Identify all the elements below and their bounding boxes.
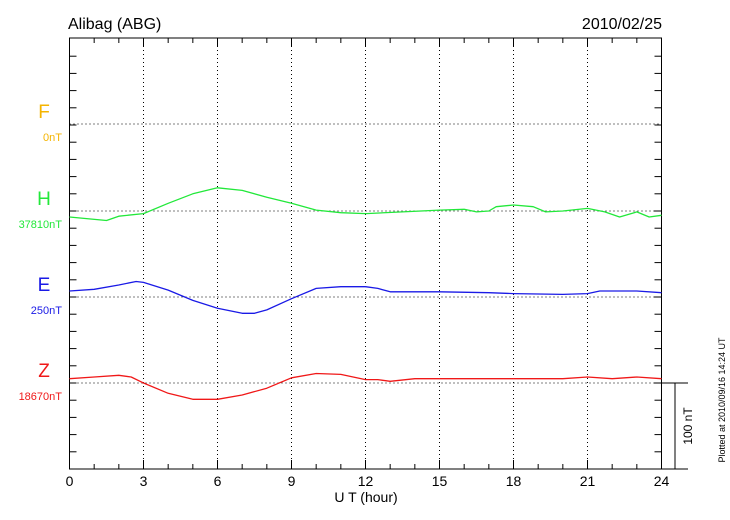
trace-z bbox=[69, 372, 662, 400]
traces bbox=[69, 187, 662, 400]
series-name-h: H bbox=[37, 189, 51, 210]
station-title: Alibag (ABG) bbox=[68, 16, 161, 33]
series-labels: F 0nT H 37810nT E 250nT Z 18670nT bbox=[19, 102, 63, 403]
x-axis-label: U T (hour) bbox=[334, 489, 397, 505]
plotted-timestamp: Plotted at 2010/09/16 14:24 UT bbox=[717, 337, 727, 463]
grid bbox=[69, 38, 662, 469]
series-name-z: Z bbox=[38, 361, 50, 382]
scale-bar-label: 100 nT bbox=[681, 407, 695, 445]
axes: 0 3 6 9 12 15 18 21 24 bbox=[66, 37, 670, 489]
x-tick-label: 3 bbox=[140, 473, 148, 489]
series-baseline-e: 250nT bbox=[31, 305, 62, 317]
x-tick-label: 15 bbox=[432, 473, 448, 489]
x-tick-label: 6 bbox=[214, 473, 222, 489]
x-tick-label: 24 bbox=[654, 473, 670, 489]
x-tick-label: 18 bbox=[506, 473, 522, 489]
series-baseline-h: 37810nT bbox=[19, 219, 63, 231]
date-label: 2010/02/25 bbox=[582, 16, 662, 33]
x-tick-label: 0 bbox=[66, 473, 74, 489]
x-tick-label: 12 bbox=[358, 473, 374, 489]
series-name-e: E bbox=[38, 275, 51, 296]
scale-bar: 100 nT bbox=[662, 382, 695, 470]
series-baseline-f: 0nT bbox=[43, 132, 62, 144]
series-name-f: F bbox=[38, 102, 50, 123]
trace-e bbox=[69, 280, 662, 314]
x-tick-label: 9 bbox=[288, 473, 296, 489]
series-baseline-z: 18670nT bbox=[19, 391, 63, 403]
x-tick-label: 21 bbox=[580, 473, 596, 489]
trace-h bbox=[69, 187, 662, 222]
